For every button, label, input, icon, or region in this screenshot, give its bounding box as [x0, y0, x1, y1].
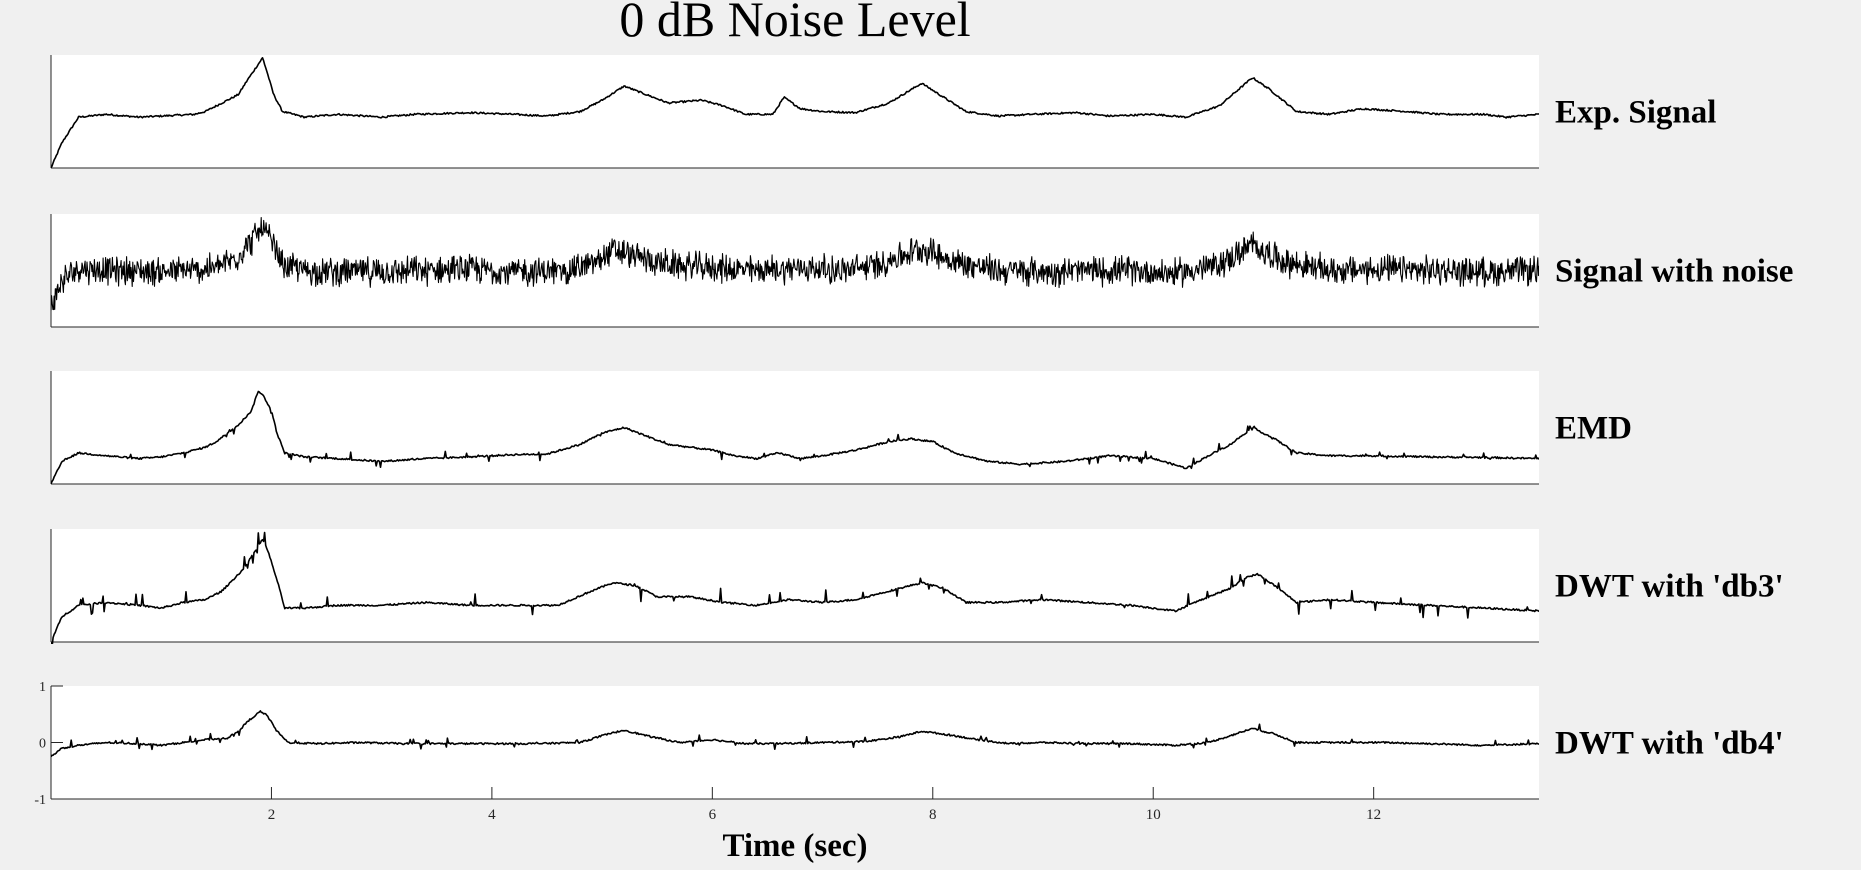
x-tick-label: 4: [488, 807, 496, 823]
figure-title: 0 dB Noise Level: [619, 0, 970, 47]
x-axis-label: Time (sec): [722, 828, 867, 864]
panel-label: Signal with noise: [1555, 254, 1793, 290]
panel-label: DWT with 'db3': [1555, 569, 1784, 605]
signal-line: [51, 390, 1539, 485]
signal-line: [51, 531, 1539, 644]
x-tick-label: 2: [268, 807, 276, 823]
y-tick-label: 1: [39, 680, 46, 695]
signal-line: [51, 217, 1539, 311]
panel-5: -1 0 1 DWT with 'db4': [34, 680, 1783, 808]
x-tick-label: 10: [1146, 807, 1161, 823]
x-tick-label: 6: [709, 807, 717, 823]
panel-4: DWT with 'db3': [50, 529, 1784, 644]
panel-1: Exp. Signal: [50, 55, 1716, 169]
panel-2: Signal with noise: [50, 214, 1793, 328]
x-tick-label: 12: [1366, 807, 1381, 823]
panels-group: Exp. Signal Signal with noise EMD DWT with …: [34, 55, 1793, 808]
panel-background: [51, 529, 1539, 642]
x-axis: 2 4 6 8 10 12: [268, 787, 1381, 823]
signal-line: [51, 710, 1539, 758]
y-tick-label: -1: [34, 793, 46, 808]
signal-line: [51, 57, 1539, 169]
panel-label: EMD: [1555, 411, 1632, 447]
panel-background: [51, 55, 1539, 168]
x-tick-label: 8: [929, 807, 937, 823]
panel-label: DWT with 'db4': [1555, 726, 1784, 762]
panel-label: Exp. Signal: [1555, 95, 1716, 131]
panel-3: EMD: [50, 371, 1632, 485]
y-tick-label: 0: [39, 737, 46, 752]
panel-background: [51, 371, 1539, 484]
